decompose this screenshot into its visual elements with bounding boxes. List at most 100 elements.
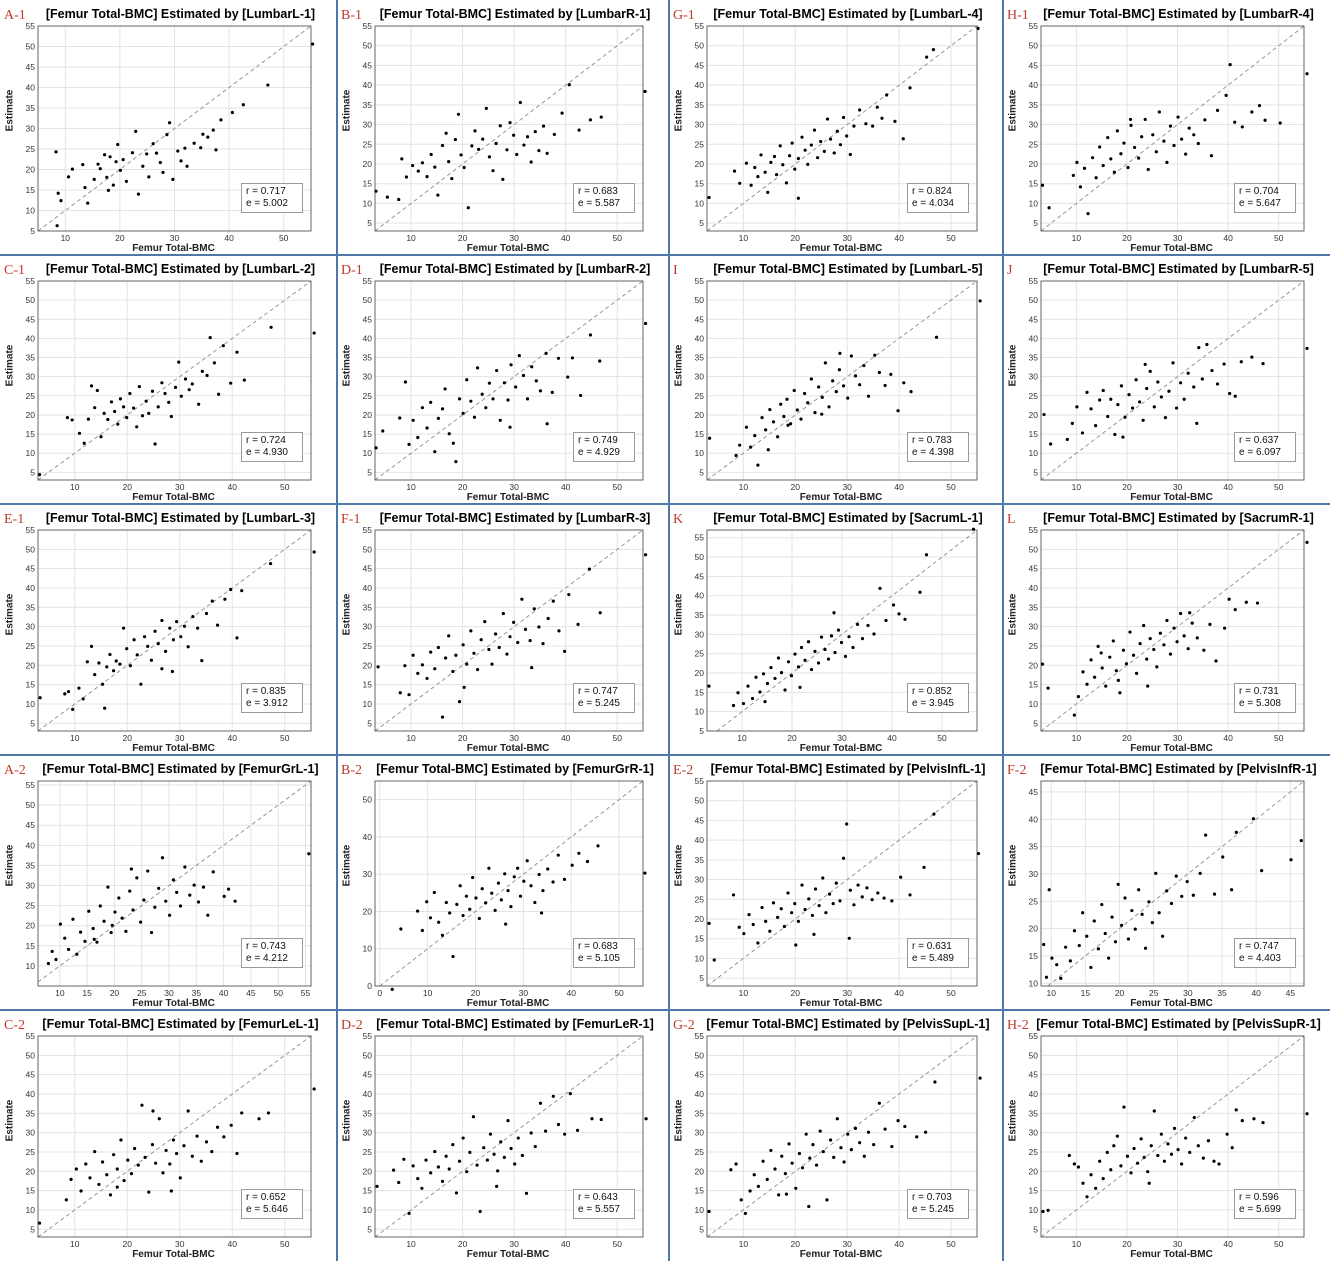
e-label: e = (246, 1204, 261, 1215)
data-point (1202, 648, 1206, 652)
data-point (577, 851, 581, 855)
data-point (812, 128, 817, 132)
y-tick-label: 20 (695, 159, 705, 169)
x-tick-label: 10 (1072, 482, 1082, 492)
data-point (772, 154, 777, 159)
scatter-panel: 0 10 20 30 40 50 0 10 20 30 40 50 B-2 [Femur Total-BM… (337, 755, 669, 1010)
data-point (506, 1119, 510, 1123)
data-point (1145, 657, 1149, 661)
data-point (502, 381, 506, 385)
data-point (266, 1111, 271, 1115)
data-point (1067, 1153, 1071, 1158)
data-point (496, 1169, 500, 1173)
y-tick-label: 10 (1029, 448, 1039, 458)
data-point (847, 936, 851, 940)
x-tick-label: 50 (1274, 1239, 1284, 1249)
data-point (1261, 362, 1265, 366)
data-point (1077, 943, 1081, 948)
data-point (1203, 118, 1207, 122)
data-point (59, 199, 63, 203)
data-point (530, 365, 534, 369)
data-point (56, 191, 60, 195)
y-tick-label: 30 (1029, 869, 1039, 879)
data-point (416, 1177, 420, 1181)
data-point (235, 1151, 239, 1156)
data-point (403, 380, 408, 384)
x-tick-label: 30 (1173, 1239, 1183, 1249)
data-point (375, 1184, 379, 1188)
x-tick-label: 20 (1122, 482, 1132, 492)
data-point (128, 889, 132, 893)
data-point (851, 645, 855, 650)
scatter-panel: 10 20 30 40 50 5 10 15 20 25 30 35 40 45 50 55 C-1 [Femur… (0, 255, 337, 504)
data-point (84, 1162, 88, 1166)
data-point (108, 155, 112, 159)
data-point (496, 881, 501, 885)
data-point (1180, 1162, 1184, 1166)
data-point (133, 1146, 137, 1151)
data-point (794, 1186, 798, 1190)
data-point (145, 152, 149, 156)
data-point (222, 1135, 226, 1139)
data-point (451, 1143, 455, 1147)
x-tick-label: 10 (70, 733, 80, 743)
data-point (164, 1148, 168, 1153)
panel-letter: F-1 (341, 512, 361, 527)
data-point (766, 448, 770, 452)
y-tick-label: 45 (26, 62, 36, 72)
data-point (111, 183, 115, 187)
data-point (447, 432, 451, 436)
data-point (1137, 156, 1141, 160)
data-point (826, 657, 831, 661)
r-value: r = 0.747 (1239, 941, 1291, 953)
panel-letter: A-1 (4, 8, 26, 23)
data-point (499, 1140, 503, 1144)
plot-frame (706, 280, 978, 481)
data-point (121, 405, 126, 409)
data-point (131, 908, 135, 912)
stats-box: r = 0.747 e = 5.245 (573, 683, 635, 713)
data-point (1047, 888, 1051, 892)
data-point (803, 658, 807, 662)
y-tick-label: 25 (26, 1147, 36, 1157)
x-tick-label: 10 (1047, 988, 1057, 998)
data-point (525, 135, 530, 139)
x-tick-label: 30 (509, 233, 519, 243)
data-point (923, 1130, 928, 1134)
data-point (1075, 160, 1079, 165)
data-point (487, 866, 491, 870)
data-point (750, 696, 755, 701)
data-point (91, 926, 95, 931)
x-axis-label: Femur Total-BMC (799, 998, 883, 1009)
data-point (160, 667, 164, 671)
data-point (876, 891, 880, 895)
plot-frame (374, 780, 644, 987)
data-point (169, 1189, 173, 1193)
data-point (793, 902, 797, 906)
stats-box: r = 0.743 e = 4.212 (241, 938, 303, 968)
r-value: r = 0.717 (246, 186, 298, 198)
data-point (806, 401, 810, 405)
data-point (513, 1162, 517, 1166)
data-point (312, 550, 316, 554)
data-point (567, 83, 571, 87)
r-number: 0.631 (926, 941, 952, 952)
data-point (644, 1117, 648, 1121)
data-point (457, 700, 462, 704)
x-tick-label: 50 (612, 1239, 622, 1249)
data-point (495, 1184, 499, 1188)
data-point (903, 617, 907, 621)
data-point (54, 150, 58, 154)
x-tick-label: 20 (110, 988, 120, 998)
data-point (824, 911, 828, 915)
y-tick-label: 25 (695, 139, 705, 149)
data-point (457, 397, 462, 401)
data-point (1244, 600, 1248, 604)
data-point (425, 174, 429, 179)
data-point (524, 1191, 529, 1195)
data-point (764, 919, 768, 923)
data-point (455, 902, 459, 906)
data-point (521, 373, 526, 378)
panel-letter: E-1 (4, 512, 25, 527)
data-point (813, 887, 818, 891)
